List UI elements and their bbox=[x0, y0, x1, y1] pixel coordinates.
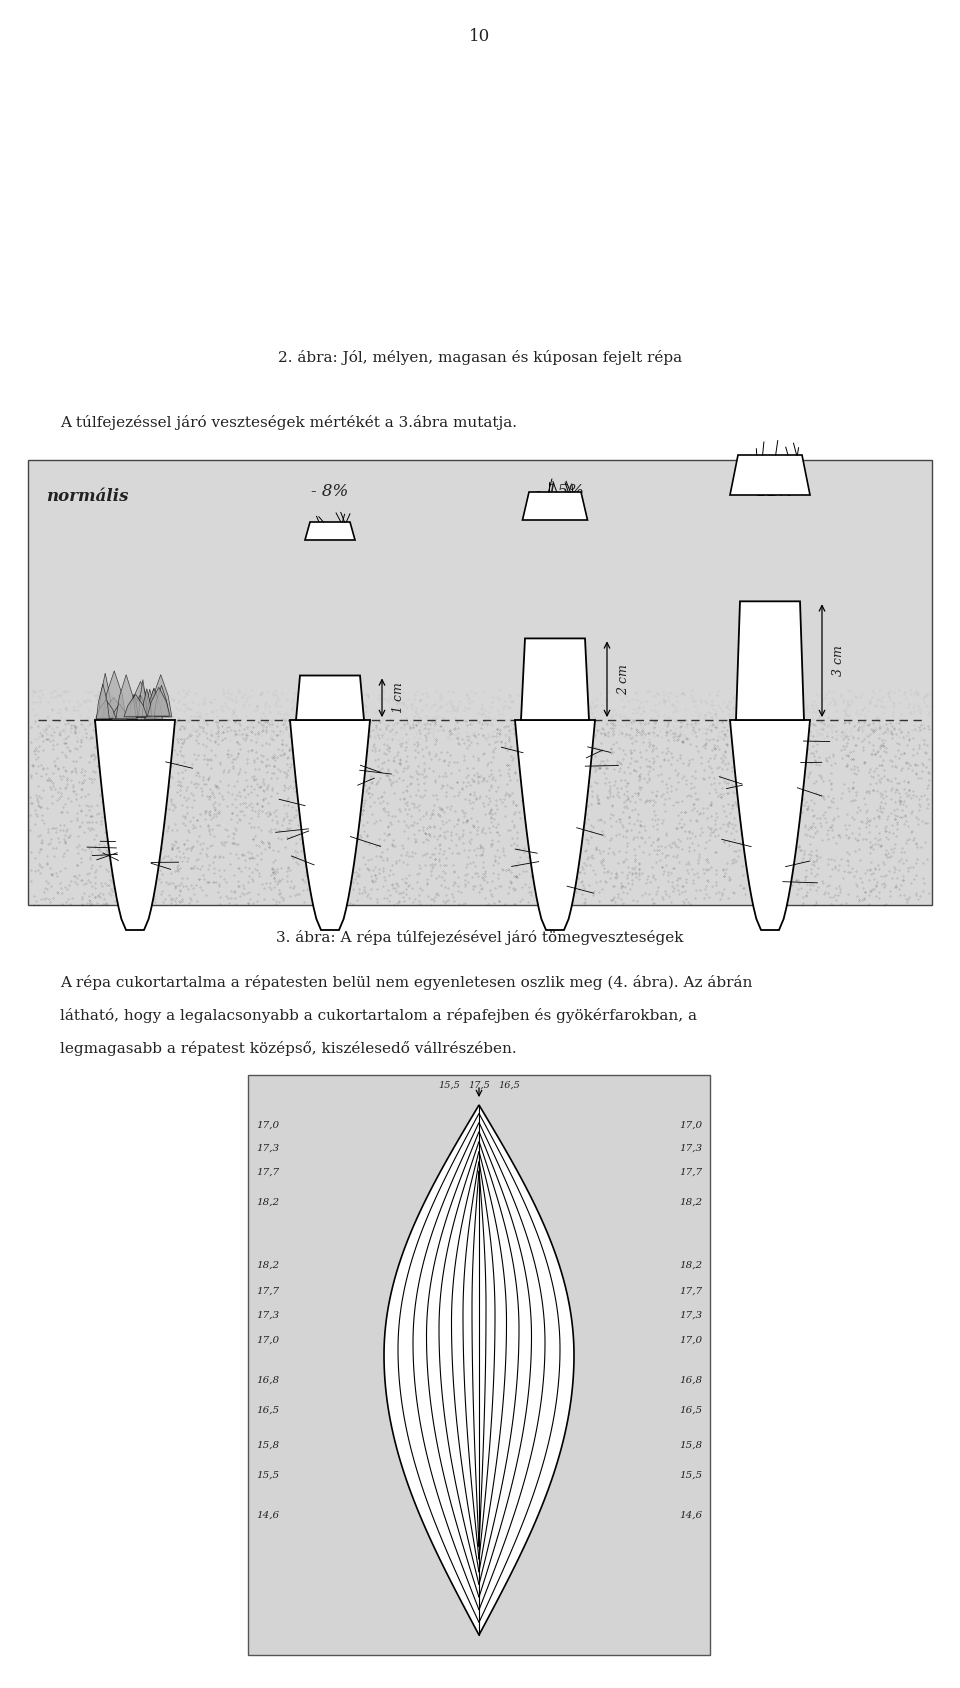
Bar bbox=[28, 461, 932, 905]
Text: 17,7: 17,7 bbox=[256, 1286, 279, 1295]
Polygon shape bbox=[150, 675, 172, 717]
Polygon shape bbox=[451, 1151, 507, 1572]
Polygon shape bbox=[127, 697, 138, 717]
Polygon shape bbox=[426, 1131, 532, 1597]
Text: A répa cukortartalma a répatesten belül nem egyenletesen oszlik meg (4. ábra). A: A répa cukortartalma a répatesten belül … bbox=[60, 976, 753, 989]
Text: 17,7: 17,7 bbox=[679, 1168, 702, 1177]
Polygon shape bbox=[439, 1141, 519, 1585]
Text: A túlfejezéssel járó veszteségek mértékét a 3.ábra mutatja.: A túlfejezéssel járó veszteségek mértéké… bbox=[60, 415, 517, 430]
Polygon shape bbox=[148, 687, 170, 716]
Polygon shape bbox=[128, 702, 153, 717]
Polygon shape bbox=[133, 695, 149, 716]
Bar bbox=[248, 1075, 710, 1654]
Polygon shape bbox=[413, 1123, 545, 1610]
Polygon shape bbox=[730, 721, 810, 930]
Text: 17,0: 17,0 bbox=[256, 1121, 279, 1129]
Text: 17,3: 17,3 bbox=[256, 1310, 279, 1320]
Text: 14,6: 14,6 bbox=[256, 1511, 279, 1519]
Text: 10: 10 bbox=[469, 29, 491, 46]
Polygon shape bbox=[138, 680, 147, 716]
Text: 18,2: 18,2 bbox=[256, 1261, 279, 1269]
Polygon shape bbox=[130, 695, 138, 716]
Text: 15,8: 15,8 bbox=[256, 1440, 279, 1450]
Text: 14,6: 14,6 bbox=[679, 1511, 702, 1519]
Polygon shape bbox=[521, 638, 589, 721]
Polygon shape bbox=[142, 689, 152, 716]
Text: 18,2: 18,2 bbox=[679, 1197, 702, 1207]
Polygon shape bbox=[137, 695, 155, 719]
Polygon shape bbox=[98, 674, 112, 719]
Polygon shape bbox=[103, 670, 126, 717]
Text: 15,8: 15,8 bbox=[679, 1440, 702, 1450]
Polygon shape bbox=[154, 685, 169, 716]
Polygon shape bbox=[96, 701, 116, 719]
Text: 17,3: 17,3 bbox=[679, 1143, 702, 1153]
Polygon shape bbox=[296, 675, 364, 721]
Text: 17,7: 17,7 bbox=[679, 1286, 702, 1295]
Polygon shape bbox=[144, 689, 156, 719]
Polygon shape bbox=[515, 721, 595, 930]
Text: 17,0: 17,0 bbox=[679, 1335, 702, 1345]
Text: 16,8: 16,8 bbox=[256, 1376, 279, 1384]
Polygon shape bbox=[129, 682, 152, 716]
Text: látható, hogy a legalacsonyabb a cukortartalom a répafejben és gyökérfarokban, a: látható, hogy a legalacsonyabb a cukorta… bbox=[60, 1008, 697, 1023]
Text: legmagasabb a répatest középső, kiszélesedő vállrészében.: legmagasabb a répatest középső, kiszéles… bbox=[60, 1041, 516, 1057]
Polygon shape bbox=[95, 721, 175, 930]
Text: - 8%: - 8% bbox=[311, 483, 348, 500]
Text: 16,5: 16,5 bbox=[498, 1080, 520, 1090]
Polygon shape bbox=[104, 697, 124, 716]
Polygon shape bbox=[398, 1114, 560, 1622]
Text: 2 cm: 2 cm bbox=[617, 663, 630, 695]
Text: normális: normális bbox=[46, 488, 129, 505]
Polygon shape bbox=[141, 702, 156, 719]
Polygon shape bbox=[96, 684, 109, 719]
Text: 17,3: 17,3 bbox=[679, 1310, 702, 1320]
Polygon shape bbox=[148, 689, 159, 717]
Polygon shape bbox=[116, 675, 136, 719]
Text: 17,5: 17,5 bbox=[468, 1080, 490, 1090]
Text: 16,5: 16,5 bbox=[256, 1406, 279, 1415]
Text: 17,3: 17,3 bbox=[256, 1143, 279, 1153]
Text: 2. ábra: Jól, mélyen, magasan és kúposan fejelt répa: 2. ábra: Jól, mélyen, magasan és kúposan… bbox=[278, 349, 682, 365]
Polygon shape bbox=[472, 1171, 486, 1546]
Text: - 15%: - 15% bbox=[536, 483, 584, 500]
Text: 16,5: 16,5 bbox=[679, 1406, 702, 1415]
Polygon shape bbox=[305, 522, 355, 540]
Text: 18,2: 18,2 bbox=[679, 1261, 702, 1269]
Polygon shape bbox=[463, 1161, 495, 1560]
Polygon shape bbox=[384, 1106, 574, 1636]
Polygon shape bbox=[736, 601, 804, 721]
Text: 16,8: 16,8 bbox=[679, 1376, 702, 1384]
Polygon shape bbox=[111, 704, 128, 719]
Text: 18,2: 18,2 bbox=[256, 1197, 279, 1207]
Polygon shape bbox=[146, 689, 162, 719]
Text: 17,0: 17,0 bbox=[679, 1121, 702, 1129]
Text: 3 cm: 3 cm bbox=[832, 645, 845, 677]
Text: 15,5: 15,5 bbox=[679, 1470, 702, 1479]
Text: 17,7: 17,7 bbox=[256, 1168, 279, 1177]
Polygon shape bbox=[730, 456, 810, 495]
Text: 15,5: 15,5 bbox=[438, 1080, 460, 1090]
Polygon shape bbox=[125, 697, 146, 716]
Polygon shape bbox=[290, 721, 370, 930]
Polygon shape bbox=[124, 694, 147, 717]
Text: 1 cm: 1 cm bbox=[392, 682, 405, 714]
Text: 3. ábra: A répa túlfejezésével járó tömegveszteségek: 3. ábra: A répa túlfejezésével járó töme… bbox=[276, 930, 684, 945]
Text: 15,5: 15,5 bbox=[256, 1470, 279, 1479]
Polygon shape bbox=[522, 491, 588, 520]
Polygon shape bbox=[132, 695, 148, 717]
Text: 17,0: 17,0 bbox=[256, 1335, 279, 1345]
Text: - 22%: - 22% bbox=[746, 483, 794, 500]
